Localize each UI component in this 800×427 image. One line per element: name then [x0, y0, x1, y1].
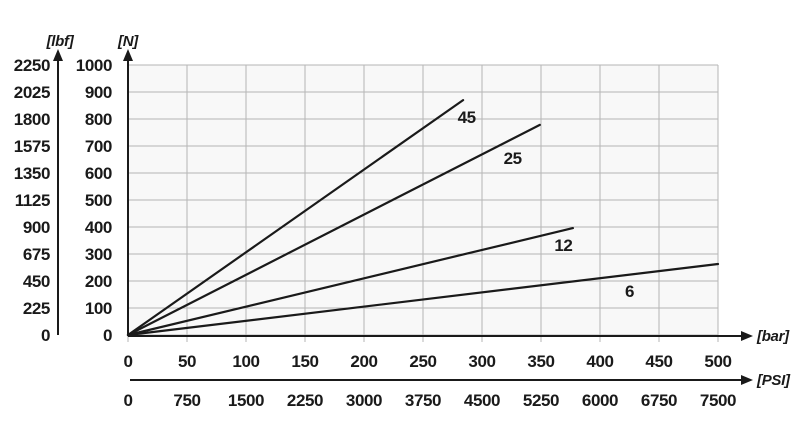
lbf-axis-tick-label: 225	[23, 299, 50, 318]
series-25-line	[126, 123, 541, 337]
lbf-axis-tick-label: 2250	[14, 56, 50, 75]
bar-axis-arrowhead-icon	[741, 331, 753, 341]
series-6-label: 6	[625, 282, 634, 301]
series-45-label: 45	[458, 108, 476, 127]
newton-axis-tick-label: 200	[85, 272, 112, 291]
psi-axis-tick-label: 0	[123, 391, 132, 410]
series-25-label: 25	[504, 149, 522, 168]
newton-axis-tick-label: 100	[85, 299, 112, 318]
lbf-axis-arrowhead-icon	[53, 49, 63, 61]
series-12-line	[126, 227, 575, 337]
newton-axis-tick-label: 900	[85, 83, 112, 102]
newton-axis-tick-label: 400	[85, 218, 112, 237]
bar-axis-tick-label: 500	[704, 352, 731, 371]
bar-axis-tick-label: 250	[409, 352, 436, 371]
psi-axis-tick-label: 3000	[346, 391, 382, 410]
psi-axis-tick-label: 2250	[287, 391, 323, 410]
lbf-axis-tick-label: 1575	[14, 137, 50, 156]
bar-axis-tick-label: 200	[350, 352, 377, 371]
newton-axis-arrowhead-icon	[123, 49, 133, 61]
bar-axis-tick-label: 400	[586, 352, 613, 371]
newton-axis-tick-label: 300	[85, 245, 112, 264]
psi-axis-unit-label: [PSI]	[757, 372, 790, 389]
bar-axis-tick-label: 50	[178, 352, 196, 371]
bar-axis-tick-label: 350	[527, 352, 554, 371]
newton-axis-tick-label: 1000	[76, 56, 112, 75]
lbf-axis-unit-label: [lbf]	[46, 33, 74, 50]
newton-axis-tick-label: 700	[85, 137, 112, 156]
bar-axis-tick-label: 100	[232, 352, 259, 371]
psi-axis-tick-label: 750	[173, 391, 200, 410]
bar-axis-unit-label: [bar]	[757, 328, 789, 345]
psi-axis-tick-label: 7500	[700, 391, 736, 410]
bar-axis-tick-label: 450	[645, 352, 672, 371]
bar-axis-tick-label: 150	[291, 352, 318, 371]
psi-axis-tick-label: 1500	[228, 391, 264, 410]
psi-axis-tick-label: 5250	[523, 391, 559, 410]
lbf-axis-tick-label: 1125	[15, 191, 50, 210]
newton-axis-unit-label: [N]	[118, 33, 138, 50]
newton-axis-tick-label: 0	[103, 326, 112, 345]
newton-axis-tick-label: 500	[85, 191, 112, 210]
psi-axis-tick-label: 3750	[405, 391, 441, 410]
psi-axis-tick-label: 6000	[582, 391, 618, 410]
lbf-axis-tick-label: 1350	[14, 164, 50, 183]
bar-axis-tick-label: 300	[468, 352, 495, 371]
series-6-line	[126, 262, 720, 337]
lbf-axis-tick-label: 450	[23, 272, 50, 291]
psi-axis-tick-label: 6750	[641, 391, 677, 410]
lbf-axis-tick-label: 900	[23, 218, 50, 237]
newton-axis-tick-label: 800	[85, 110, 112, 129]
psi-axis-tick-label: 4500	[464, 391, 500, 410]
lbf-axis-tick-label: 2025	[14, 83, 50, 102]
series-12-label: 12	[554, 236, 572, 255]
lbf-axis-tick-label: 0	[41, 326, 50, 345]
newton-axis-tick-label: 600	[85, 164, 112, 183]
psi-axis-arrowhead-icon	[741, 375, 753, 385]
lbf-axis-tick-label: 675	[23, 245, 50, 264]
series-45-line	[126, 98, 465, 337]
bar-axis-tick-label: 0	[123, 352, 132, 371]
lbf-axis-tick-label: 1800	[14, 110, 50, 129]
